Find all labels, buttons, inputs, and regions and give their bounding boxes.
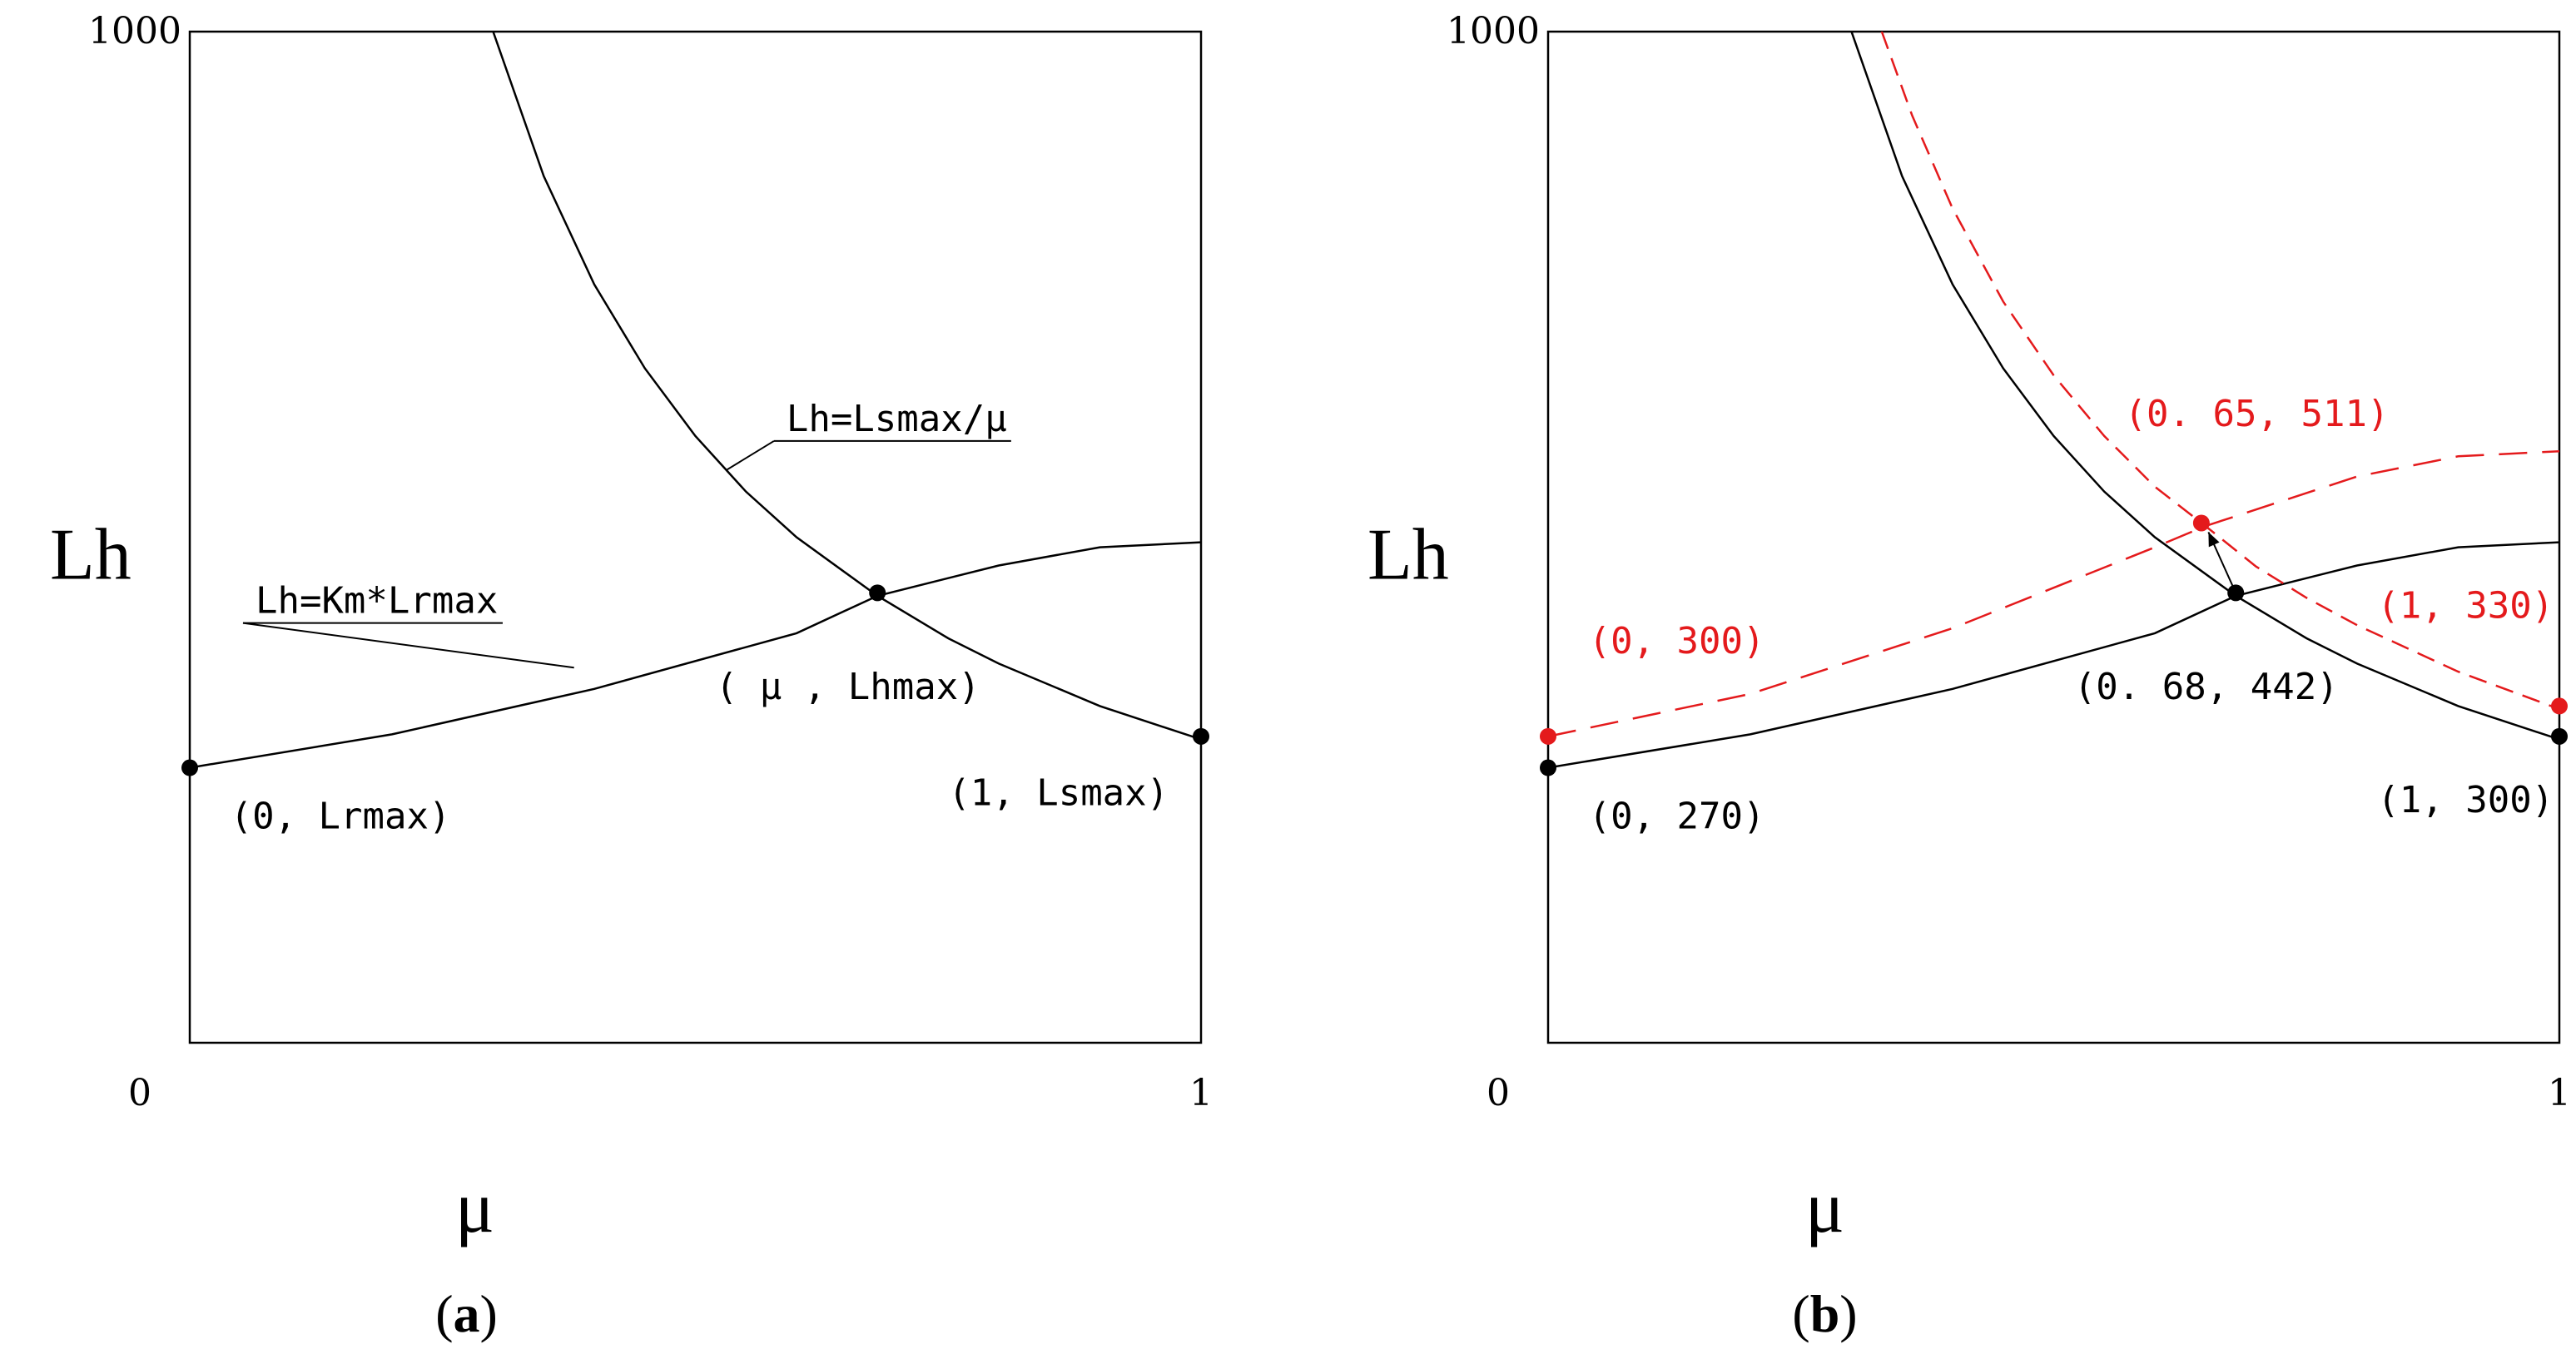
x-tick-label: 0 <box>1487 1072 1510 1114</box>
point-label: (0. 65, 511) <box>2125 393 2390 435</box>
y-axis-label: Lh <box>50 515 132 596</box>
caption-letter: a <box>454 1284 480 1343</box>
plot-frame <box>188 30 1203 1044</box>
x-tick-label: 1 <box>2548 1072 2571 1114</box>
series-line-2 <box>1548 449 2559 738</box>
x-tick-label: 0 <box>128 1072 151 1114</box>
leader-line <box>725 440 775 472</box>
arrow-head <box>2208 532 2220 548</box>
y-axis-label: Lh <box>1367 515 1449 596</box>
data-point <box>1540 727 1556 745</box>
point-label: (1, 330) <box>2377 585 2554 627</box>
data-point <box>1193 727 1209 745</box>
data-point <box>181 759 198 776</box>
data-point <box>1540 759 1556 776</box>
y-tick-label: 1000 <box>1447 10 1540 52</box>
point-label: (0. 68, 442) <box>2074 666 2339 708</box>
point-label: (0, Lrmax) <box>231 795 451 837</box>
panel-b: 0 1 1000 Lh μ (b) (0, 270) (0. 68, 442) (1, 300)… <box>1367 10 2571 1343</box>
point-label: (1, Lsmax) <box>948 771 1169 814</box>
x-tick-label: 1 <box>1189 1072 1213 1114</box>
point-label: (0, 270) <box>1589 795 1765 837</box>
caption-open: ( <box>1792 1284 1809 1343</box>
series-line-1 <box>492 32 1201 741</box>
series-line-0 <box>190 541 1201 769</box>
data-point <box>869 584 886 602</box>
y-tick-label: 1000 <box>88 10 181 52</box>
point-label: ( μ , Lhmax) <box>716 666 980 708</box>
data-point <box>2227 584 2245 602</box>
panel-caption: (a) <box>435 1284 498 1343</box>
series-line-1 <box>1850 32 2559 741</box>
point-label: (0, 300) <box>1589 620 1765 662</box>
series-line-0 <box>1548 541 2559 769</box>
data-point <box>2551 697 2568 715</box>
line-label: Lh=Km*Lrmax <box>256 580 498 622</box>
caption-close: ) <box>480 1284 498 1343</box>
caption-open: ( <box>435 1284 453 1343</box>
leader-line <box>242 622 574 669</box>
data-point <box>2192 514 2210 532</box>
data-point <box>2551 727 2568 745</box>
plot-frame <box>1546 30 2561 1044</box>
x-axis-label: μ <box>1805 1168 1844 1248</box>
panel-caption: (b) <box>1792 1284 1857 1343</box>
point-label: (1, 300) <box>2377 779 2554 821</box>
caption-letter: b <box>1810 1284 1840 1343</box>
x-axis-label: μ <box>455 1168 494 1248</box>
caption-close: ) <box>1839 1284 1857 1343</box>
line-label: Lh=Lsmax/μ <box>787 398 1007 440</box>
